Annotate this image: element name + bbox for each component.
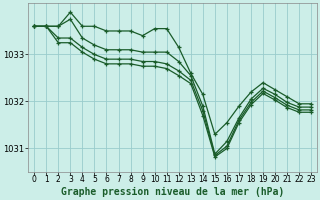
- X-axis label: Graphe pression niveau de la mer (hPa): Graphe pression niveau de la mer (hPa): [61, 187, 284, 197]
